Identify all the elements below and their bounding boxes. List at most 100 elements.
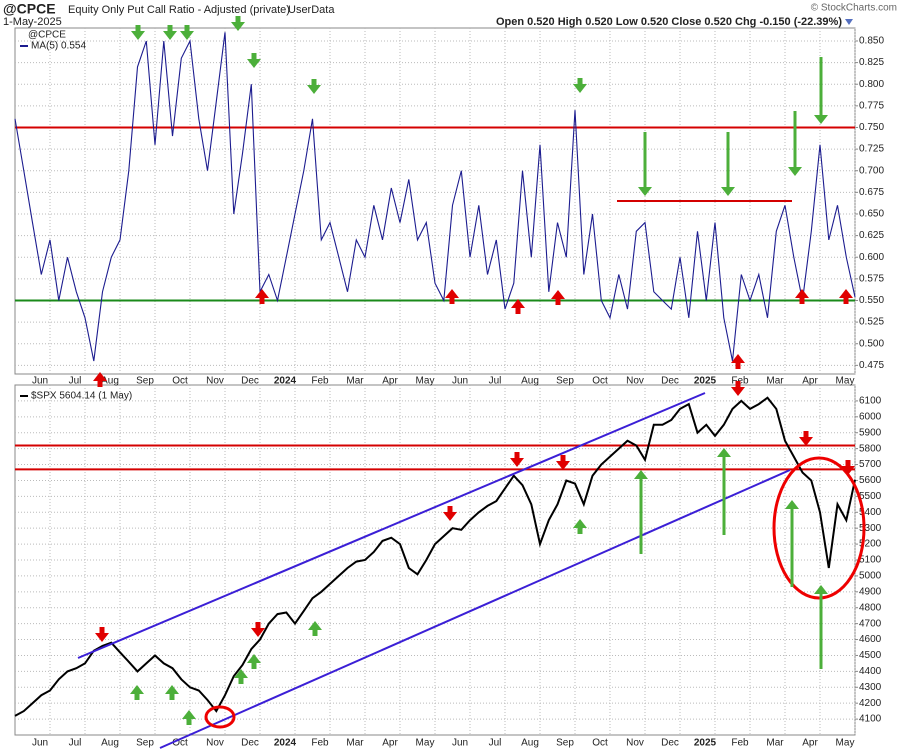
arrow-shaft (790, 509, 794, 587)
arrow-head (95, 633, 109, 642)
legend-label: $SPX 5604.14 (1 May) (31, 391, 132, 402)
x-tick-label: Apr (382, 738, 398, 749)
arrow-shaft (803, 431, 809, 437)
arrow-shaft (843, 298, 849, 304)
arrow-head (799, 437, 813, 446)
arrow-head (785, 500, 799, 509)
y-tick-label: 0.600 (859, 252, 884, 263)
arrow-head (573, 519, 587, 528)
x-tick-label: Nov (206, 376, 224, 387)
arrow-head (814, 585, 828, 594)
arrow-head (510, 458, 524, 467)
source: UserData (288, 4, 335, 16)
data-line (14, 396, 856, 717)
x-tick-label: Oct (592, 738, 608, 749)
y-tick-label: 6000 (859, 411, 882, 422)
dropdown-icon[interactable] (845, 19, 853, 25)
arrow-shaft (514, 452, 520, 458)
arrow-shaft (577, 78, 583, 84)
arrow-head (308, 621, 322, 630)
y-tick-label: 0.825 (859, 57, 884, 68)
arrow-head (234, 669, 248, 678)
arrow-shaft (555, 299, 561, 305)
x-tick-label: 2024 (274, 738, 297, 749)
x-tick-label: Feb (731, 738, 749, 749)
arrow-shaft (577, 528, 583, 534)
arrow-head (93, 372, 107, 381)
x-tick-label: Oct (172, 376, 188, 387)
y-tick-label: 0.525 (859, 317, 884, 328)
arrow-shaft (167, 25, 173, 31)
legend-label: MA(5) 0.554 (31, 41, 86, 52)
arrow-shaft (251, 53, 257, 59)
x-tick-label: Aug (521, 376, 539, 387)
arrow-shaft (515, 308, 521, 314)
x-tick-label: Aug (101, 738, 119, 749)
arrow-shaft (447, 506, 453, 512)
x-tick-label: Jul (69, 376, 82, 387)
arrow-shaft (735, 363, 741, 369)
x-tick-label: Sep (136, 376, 154, 387)
arrow-head (231, 22, 245, 31)
y-tick-label: 4600 (859, 634, 882, 645)
x-tick-label: Feb (311, 376, 329, 387)
arrow-shaft (251, 663, 257, 669)
y-tick-label: 0.475 (859, 360, 884, 371)
x-tick-label: Dec (241, 376, 259, 387)
arrow-head (511, 299, 525, 308)
x-tick-label: Mar (346, 376, 364, 387)
highlight-circle (204, 705, 236, 729)
x-tick-label: Nov (206, 738, 224, 749)
arrow-shaft (99, 627, 105, 633)
arrow-head (307, 85, 321, 94)
arrow-head (130, 685, 144, 694)
arrow-shaft (793, 111, 797, 167)
trendline (77, 392, 706, 659)
y-tick-label: 5500 (859, 491, 882, 502)
y-tick-label: 5800 (859, 443, 882, 454)
legend-title: @CPCE (28, 30, 66, 41)
arrow-head (445, 289, 459, 298)
x-tick-label: Sep (136, 738, 154, 749)
arrow-shaft (722, 457, 726, 535)
x-tick-label: Dec (661, 738, 679, 749)
arrow-head (721, 187, 735, 196)
x-tick-label: Oct (592, 376, 608, 387)
ohlc: Open 0.520 High 0.520 Low 0.520 Close 0.… (496, 16, 842, 28)
x-tick-label: Nov (626, 738, 644, 749)
y-tick-label: 0.625 (859, 230, 884, 241)
x-tick-label: Dec (241, 738, 259, 749)
x-tick-label: May (836, 376, 855, 387)
arrow-head (795, 289, 809, 298)
chart-subtitle: Equity Only Put Call Ratio - Adjusted (p… (68, 4, 290, 16)
arrow-shaft (449, 298, 455, 304)
x-tick-label: 2025 (694, 738, 717, 749)
arrow-head (839, 289, 853, 298)
arrow-head (814, 115, 828, 124)
y-tick-label: 0.575 (859, 273, 884, 284)
y-tick-label: 0.725 (859, 144, 884, 155)
y-tick-label: 5600 (859, 475, 882, 486)
x-tick-label: May (836, 738, 855, 749)
arrow-shaft (819, 57, 823, 115)
arrow-head (731, 354, 745, 363)
arrow-shaft (845, 460, 851, 466)
arrow-head (556, 461, 570, 470)
y-tick-label: 4300 (859, 682, 882, 693)
arrow-shaft (311, 79, 317, 85)
x-tick-label: Mar (346, 738, 364, 749)
chart-title: @CPCE (3, 1, 56, 17)
x-tick-label: Jun (32, 376, 48, 387)
arrow-head (180, 31, 194, 40)
arrow-head (788, 167, 802, 176)
x-tick-label: 2025 (694, 376, 717, 387)
arrow-head (247, 654, 261, 663)
arrow-shaft (560, 455, 566, 461)
arrow-shaft (184, 25, 190, 31)
x-tick-label: Apr (382, 376, 398, 387)
x-tick-label: Apr (802, 738, 818, 749)
y-tick-label: 0.675 (859, 187, 884, 198)
y-tick-label: 0.550 (859, 295, 884, 306)
arrow-shaft (735, 381, 741, 387)
x-tick-label: Jul (489, 738, 502, 749)
